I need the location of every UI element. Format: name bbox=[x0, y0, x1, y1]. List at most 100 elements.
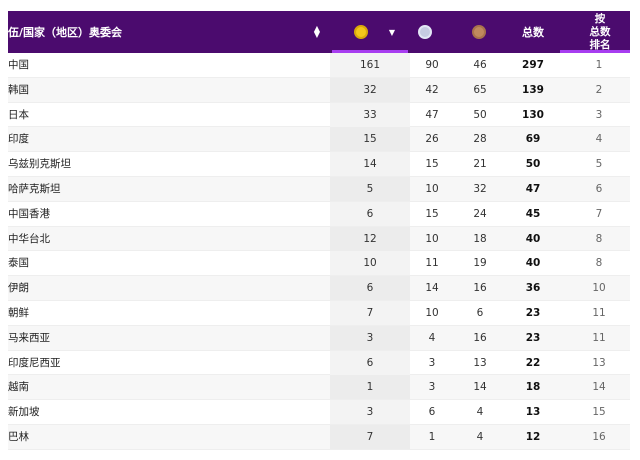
rank-value: 8 bbox=[595, 232, 603, 245]
total-count: 50 bbox=[525, 158, 541, 171]
bronze-count: 32 bbox=[473, 182, 487, 195]
bronze-count: 18 bbox=[473, 232, 487, 245]
silver-count: 1 bbox=[428, 430, 436, 443]
table-header: 伍/国家（地区）奥委会 ▲ ▼ ▼ 总数 按 总数 排名 bbox=[8, 11, 630, 53]
team-name: 新加坡 bbox=[8, 406, 40, 419]
total-count: 47 bbox=[525, 182, 541, 195]
silver-count: 10 bbox=[425, 182, 439, 195]
silver-medal-icon bbox=[418, 25, 432, 39]
silver-count: 10 bbox=[425, 232, 439, 245]
table-row[interactable]: 中华台北 12 10 18 40 8 bbox=[8, 226, 630, 252]
bronze-count: 13 bbox=[473, 356, 487, 369]
column-header-silver[interactable] bbox=[410, 11, 440, 53]
rank-value: 4 bbox=[595, 133, 603, 146]
team-name: 印度 bbox=[8, 133, 29, 146]
bronze-count: 4 bbox=[476, 430, 484, 443]
rank-value: 11 bbox=[592, 306, 606, 319]
silver-count: 15 bbox=[425, 207, 439, 220]
table-row[interactable]: 中国香港 6 15 24 45 7 bbox=[8, 201, 630, 227]
table-row[interactable]: 印度尼西亚 6 3 13 22 13 bbox=[8, 350, 630, 376]
table-row[interactable]: 马来西亚 3 4 16 23 11 bbox=[8, 325, 630, 351]
silver-count: 10 bbox=[425, 306, 439, 319]
gold-count: 1 bbox=[330, 375, 410, 400]
silver-count: 3 bbox=[428, 381, 436, 394]
table-body: 中国 161 90 46 297 1 韩国 32 42 65 139 2 日本 33 47 50 130 3 印度 1… bbox=[8, 53, 630, 450]
table-row[interactable]: 朝鲜 7 10 6 23 11 bbox=[8, 300, 630, 326]
total-count: 13 bbox=[525, 406, 541, 419]
team-name: 中国 bbox=[8, 59, 29, 71]
total-count: 139 bbox=[522, 83, 544, 96]
total-count: 69 bbox=[525, 133, 541, 146]
silver-count: 90 bbox=[425, 59, 439, 71]
gold-count: 6 bbox=[330, 201, 410, 226]
rank-value: 15 bbox=[592, 406, 606, 419]
bronze-count: 14 bbox=[473, 381, 487, 394]
gold-count: 33 bbox=[330, 102, 410, 127]
table-row[interactable]: 日本 33 47 50 130 3 bbox=[8, 102, 630, 128]
silver-count: 4 bbox=[428, 331, 436, 344]
column-header-gold[interactable] bbox=[346, 11, 376, 53]
silver-count: 14 bbox=[425, 282, 439, 295]
table-row[interactable]: 新加坡 3 6 4 13 15 bbox=[8, 400, 630, 425]
column-header-rank[interactable]: 按 总数 排名 bbox=[578, 11, 622, 53]
total-count: 36 bbox=[525, 282, 541, 295]
table-row[interactable]: 韩国 32 42 65 139 2 bbox=[8, 77, 630, 103]
rank-label-line-1: 按 bbox=[594, 12, 606, 25]
team-name: 朝鲜 bbox=[8, 306, 29, 319]
active-sort-indicator bbox=[332, 50, 408, 53]
rank-value: 7 bbox=[595, 207, 603, 220]
medal-table: 伍/国家（地区）奥委会 ▲ ▼ ▼ 总数 按 总数 排名 中国 161 90 46 297… bbox=[8, 11, 630, 450]
total-count: 40 bbox=[525, 257, 541, 270]
gold-count: 10 bbox=[330, 251, 410, 276]
total-count: 12 bbox=[525, 430, 541, 443]
table-row[interactable]: 哈萨克斯坦 5 10 32 47 6 bbox=[8, 176, 630, 202]
rank-value: 10 bbox=[592, 282, 606, 295]
rank-label-line-2: 总数 bbox=[589, 25, 611, 38]
total-count: 45 bbox=[525, 207, 541, 220]
bronze-count: 24 bbox=[473, 207, 487, 220]
silver-count: 3 bbox=[428, 356, 436, 369]
rank-value: 3 bbox=[595, 108, 603, 121]
total-count: 23 bbox=[525, 331, 541, 344]
team-name: 中华台北 bbox=[8, 232, 50, 245]
team-name: 越南 bbox=[8, 381, 29, 394]
rank-value: 6 bbox=[595, 182, 603, 195]
team-name: 印度尼西亚 bbox=[8, 356, 61, 369]
bronze-count: 19 bbox=[473, 257, 487, 270]
table-row[interactable]: 伊朗 6 14 16 36 10 bbox=[8, 276, 630, 301]
bronze-count: 28 bbox=[473, 133, 487, 146]
bronze-count: 50 bbox=[473, 108, 487, 121]
silver-count: 11 bbox=[425, 257, 439, 270]
gold-count: 3 bbox=[330, 400, 410, 425]
column-header-bronze[interactable] bbox=[464, 11, 494, 53]
total-count: 297 bbox=[522, 59, 544, 71]
rank-value: 2 bbox=[595, 83, 603, 96]
bronze-count: 21 bbox=[473, 158, 487, 171]
rank-value: 11 bbox=[592, 331, 606, 344]
silver-count: 42 bbox=[425, 83, 439, 96]
table-row[interactable]: 印度 15 26 28 69 4 bbox=[8, 127, 630, 153]
table-row[interactable]: 中国 161 90 46 297 1 bbox=[8, 53, 630, 78]
total-count: 22 bbox=[525, 356, 541, 369]
gold-count: 3 bbox=[330, 325, 410, 350]
gold-medal-icon bbox=[354, 25, 368, 39]
team-name: 日本 bbox=[8, 108, 29, 121]
team-name: 哈萨克斯坦 bbox=[8, 182, 61, 195]
team-name: 韩国 bbox=[8, 83, 29, 96]
bronze-count: 16 bbox=[473, 282, 487, 295]
table-row[interactable]: 泰国 10 11 19 40 8 bbox=[8, 251, 630, 277]
table-row[interactable]: 越南 1 3 14 18 14 bbox=[8, 375, 630, 401]
column-header-team[interactable]: 伍/国家（地区）奥委会 bbox=[8, 26, 123, 39]
gold-count: 14 bbox=[330, 152, 410, 177]
team-name: 伊朗 bbox=[8, 282, 29, 295]
gold-count: 12 bbox=[330, 226, 410, 251]
gold-count: 6 bbox=[330, 276, 410, 301]
sort-desc-icon[interactable]: ▼ bbox=[388, 27, 396, 37]
table-row[interactable]: 乌兹别克斯坦 14 15 21 50 5 bbox=[8, 152, 630, 177]
gold-count: 6 bbox=[330, 350, 410, 375]
column-header-total[interactable]: 总数 bbox=[522, 26, 544, 39]
bronze-count: 46 bbox=[473, 59, 487, 71]
table-row[interactable]: 巴林 7 1 4 12 16 bbox=[8, 424, 630, 450]
rank-value: 16 bbox=[592, 430, 606, 443]
sort-icon[interactable]: ▲ ▼ bbox=[313, 24, 321, 39]
